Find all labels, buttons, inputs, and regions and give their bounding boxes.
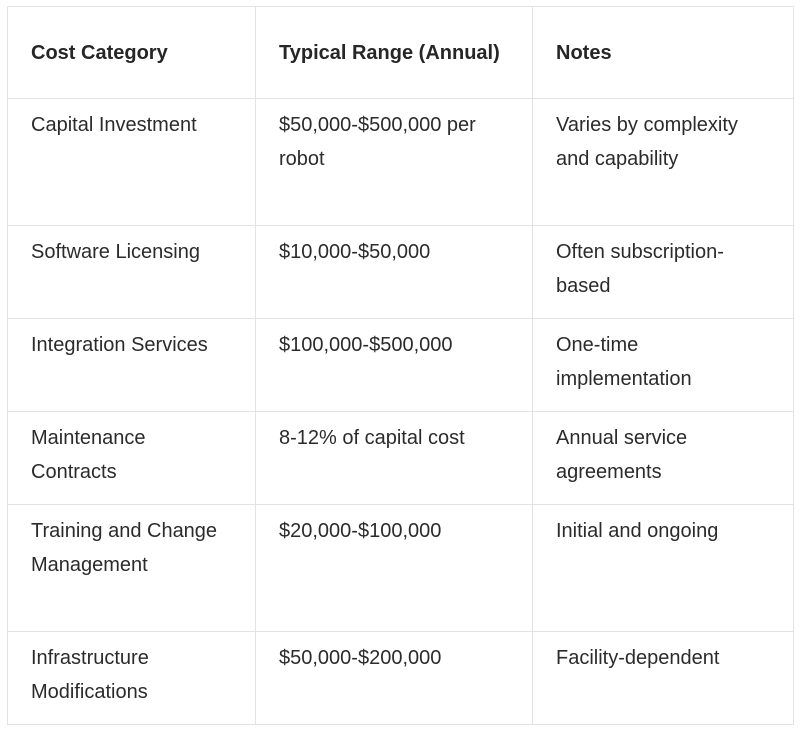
cell-cost-category: Training and Change Management [7,504,256,632]
cell-typical-range: $100,000-$500,000 [255,318,533,412]
header-cost-category: Cost Category [7,6,256,99]
cell-notes: One-time implementation [532,318,794,412]
cell-notes: Varies by complexity and capability [532,98,794,226]
cell-notes: Often subscription-based [532,225,794,319]
cell-cost-category: Software Licensing [7,225,256,319]
table-row: Training and Change Management $20,000-$… [7,504,794,632]
cell-typical-range: $50,000-$500,000 per robot [255,98,533,226]
cost-table-container: Cost Category Typical Range (Annual) Not… [7,6,794,725]
cell-cost-category: Capital Investment [7,98,256,226]
table-row: Infrastructure Modifications $50,000-$20… [7,631,794,725]
cell-cost-category: Integration Services [7,318,256,412]
cost-table: Cost Category Typical Range (Annual) Not… [7,6,794,725]
cell-notes: Facility-dependent [532,631,794,725]
table-row: Integration Services $100,000-$500,000 O… [7,318,794,412]
table-row: Software Licensing $10,000-$50,000 Often… [7,225,794,319]
cell-notes: Annual service agreements [532,411,794,505]
header-notes: Notes [532,6,794,99]
cell-cost-category: Maintenance Contracts [7,411,256,505]
cell-cost-category: Infrastructure Modifications [7,631,256,725]
cell-typical-range: $50,000-$200,000 [255,631,533,725]
table-row: Capital Investment $50,000-$500,000 per … [7,98,794,226]
table-header-row: Cost Category Typical Range (Annual) Not… [7,6,794,99]
cell-typical-range: $20,000-$100,000 [255,504,533,632]
header-typical-range: Typical Range (Annual) [255,6,533,99]
cell-typical-range: 8-12% of capital cost [255,411,533,505]
cell-notes: Initial and ongoing [532,504,794,632]
cell-typical-range: $10,000-$50,000 [255,225,533,319]
table-row: Maintenance Contracts 8-12% of capital c… [7,411,794,505]
